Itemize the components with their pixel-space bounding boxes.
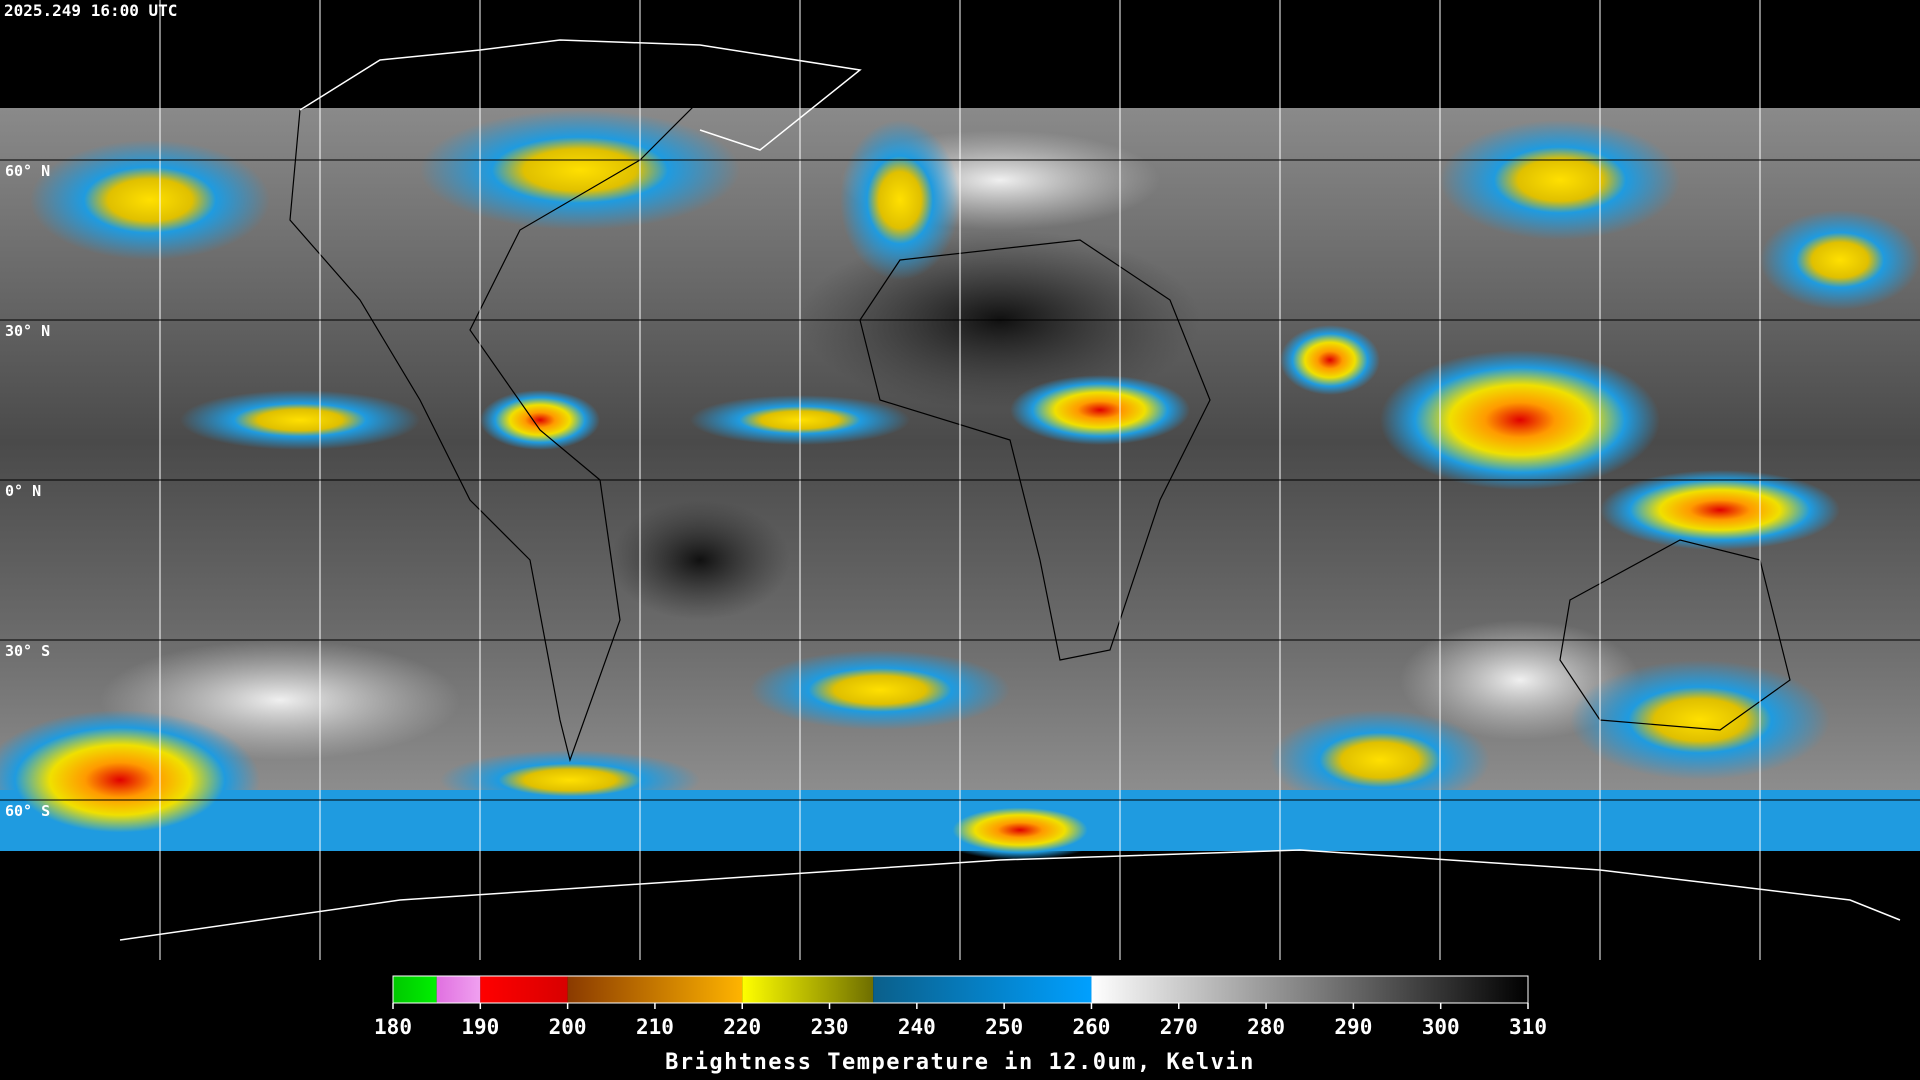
colorbar-tick-label: 280 <box>1247 1015 1285 1039</box>
coastline <box>299 39 862 151</box>
colorbar-segment <box>1091 976 1528 1003</box>
cloud <box>440 750 700 810</box>
cloud <box>30 140 270 260</box>
cloud <box>1010 375 1190 445</box>
lat-label: 60° S <box>5 802 50 820</box>
cloud <box>930 800 1110 860</box>
clear-sky <box>610 500 790 620</box>
colorbar-segment <box>873 976 1092 1003</box>
colorbar-segment <box>436 976 481 1003</box>
colorbar: 180 190 200 210 220 230 240 250 260 270 280 290 300 3… <box>374 975 1547 1039</box>
cloud <box>180 390 420 450</box>
cloud <box>1270 710 1490 810</box>
colorbar-tick-label: 240 <box>898 1015 936 1039</box>
coastline <box>1559 539 1791 731</box>
lat-label: 30° N <box>5 322 50 340</box>
cloud <box>1570 660 1830 780</box>
colorbar-tick-label: 190 <box>461 1015 499 1039</box>
colorbar-frame <box>392 975 1529 1004</box>
colorbar-segment <box>567 976 743 1003</box>
colorbar-segment <box>393 976 437 1003</box>
colorbar-tick-label: 250 <box>985 1015 1023 1039</box>
colorbar-tick-label: 300 <box>1422 1015 1460 1039</box>
cloud <box>420 110 740 230</box>
cloud <box>750 650 1010 730</box>
cloud <box>1380 350 1660 490</box>
colorbar-tick-label: 290 <box>1334 1015 1372 1039</box>
lat-label: 30° S <box>5 642 50 660</box>
lat-label: 60° N <box>5 162 50 180</box>
colorbar-segment <box>742 976 874 1003</box>
graticule: 60° N 30° N 0° N 30° S 60° S <box>0 0 1920 960</box>
coastline <box>119 849 1901 941</box>
coastline <box>289 54 702 763</box>
cloud <box>0 710 260 850</box>
colorbar-tick-label: 310 <box>1509 1015 1547 1039</box>
colorbar-title: Brightness Temperature in 12.0um, Kelvin <box>665 1050 1255 1075</box>
colorbar-tick-label: 180 <box>374 1015 412 1039</box>
cloud <box>480 390 600 450</box>
timestamp: 2025.249 16:00 UTC <box>4 1 177 20</box>
colorbar-tick-label: 230 <box>811 1015 849 1039</box>
colorbar-tick-label: 270 <box>1160 1015 1198 1039</box>
colorbar-segment <box>480 976 568 1003</box>
colorbar-tick-label: 260 <box>1072 1015 1110 1039</box>
cloud <box>1760 210 1920 310</box>
coastline <box>859 239 1211 661</box>
colorbar-tick-label: 220 <box>723 1015 761 1039</box>
colorbar-tick-label: 210 <box>636 1015 674 1039</box>
cloud <box>1600 470 1840 550</box>
cloud <box>840 120 960 280</box>
colorbar-tick-label: 200 <box>549 1015 587 1039</box>
lat-label: 0° N <box>5 482 41 500</box>
cloud <box>1280 325 1380 395</box>
cloud <box>1440 120 1680 240</box>
